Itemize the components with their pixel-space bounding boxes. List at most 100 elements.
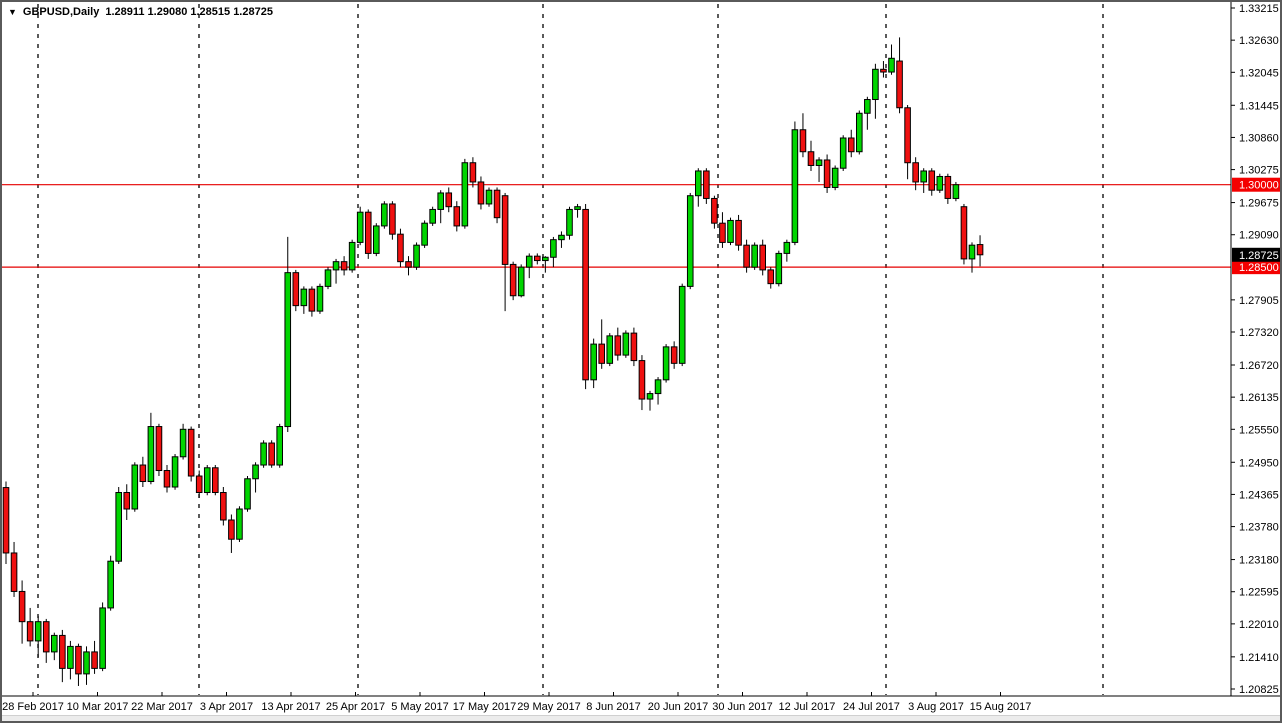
price-tick-label: 1.23780 [1239,522,1279,534]
candle-body [686,195,694,287]
candle-body [920,170,928,183]
candle [421,220,428,248]
candle-body [34,621,42,642]
candle [517,264,525,298]
candle-body [18,590,26,623]
candle [252,462,259,493]
date-tick-label: 30 Jun 2017 [712,701,773,713]
candle-body [944,175,952,199]
candle-body [759,244,767,271]
candle [42,618,50,663]
candle-body [872,68,879,101]
candle-body [332,261,340,271]
candle-body [187,428,195,477]
candle-body [445,192,453,208]
candle [590,338,597,389]
candle-body [614,335,622,356]
price-axis[interactable]: 1.33215 1.32630 1.32045 1.31445 1.30860 1.302… [1231,3,1279,696]
date-tick-label: 20 Jun 2017 [648,701,709,713]
candle-body [525,255,533,268]
candle-body [719,222,726,243]
candle [920,168,928,193]
candle [783,239,791,262]
candle [131,462,139,512]
candle [308,286,316,317]
candle-body [735,219,742,246]
date-tick-label: 15 Aug 2017 [970,701,1032,713]
candle-body [831,167,839,188]
candle [107,555,114,611]
candle-body [598,343,606,364]
candle-body [244,478,251,510]
candle [195,470,203,499]
candle [598,319,606,369]
date-tick-label: 5 May 2017 [391,701,448,713]
current-price-badge-text: 1.28725 [1239,250,1279,262]
candle [695,168,702,207]
candle [324,267,332,290]
candle-body [163,470,171,488]
price-tick-label: 1.20825 [1239,684,1279,696]
candle [292,269,300,312]
candle-body [147,426,155,483]
candle [799,113,807,158]
candle-body [300,288,308,307]
candle-body [348,241,356,271]
candle-body [155,426,163,472]
candle [405,256,412,276]
candle [453,201,461,232]
candle-body [453,206,461,227]
candle-body [968,244,976,260]
candle [236,506,243,542]
level-price-badge-text: 1.28500 [1239,262,1279,274]
candle [429,206,436,226]
price-tick-label: 1.29090 [1239,230,1279,242]
candle [574,203,581,218]
candle-body [493,189,501,219]
candle [952,181,960,202]
candle [99,602,106,672]
candle [944,173,952,204]
candle [743,239,750,273]
candle-body [356,211,364,243]
candle [228,514,235,553]
candle-body [381,203,388,227]
candle-body [115,492,123,562]
candle-body [791,129,799,243]
candle-body [131,464,139,510]
candle [815,157,823,182]
candle [51,632,58,661]
candle [75,643,82,686]
candle [662,344,670,383]
candle-body [880,68,887,73]
price-tick-label: 1.27320 [1239,327,1279,339]
candle-body [477,181,485,205]
time-axis[interactable]: 28 Feb 2017 10 Mar 2017 22 Mar 2017 3 Apr 2… [2,692,1031,713]
candle-body [91,651,98,669]
price-tick-label: 1.24365 [1239,489,1279,501]
date-tick-label: 12 Jul 2017 [779,701,836,713]
candle [59,629,66,683]
price-tick-label: 1.32045 [1239,67,1279,79]
candle-body [550,239,557,258]
price-tick-label: 1.27905 [1239,295,1279,307]
candle-body [75,645,82,675]
candle [340,256,348,276]
level-price-badge: 1.30000 [1232,177,1280,192]
candle-body [928,170,936,191]
horizontal-level-lines [2,184,1231,268]
candle [735,214,742,251]
candle [767,267,775,289]
candle-body [228,519,235,540]
date-tick-label: 3 Apr 2017 [200,701,253,713]
candle [791,121,799,246]
candle-body [856,112,863,153]
level-price-badge-text: 1.30000 [1239,180,1279,192]
candle [542,256,549,273]
candle-body [864,99,871,114]
candle-body [823,159,831,188]
triangle-down-icon[interactable]: ▼ [8,7,17,17]
candle [397,228,404,268]
